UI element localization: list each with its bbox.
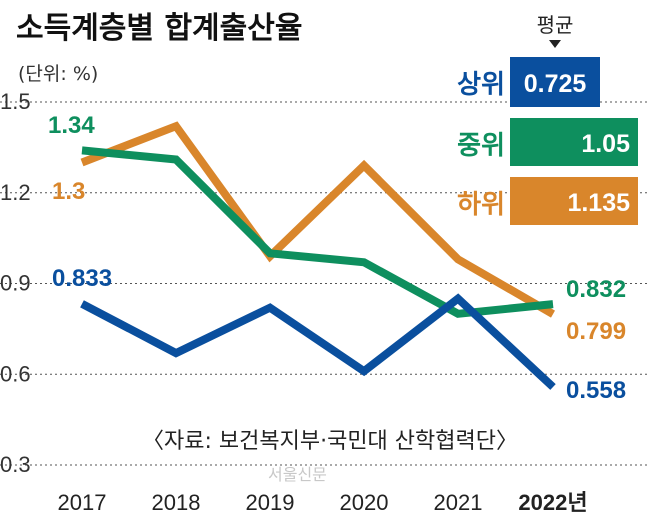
legend-average-box [510, 118, 638, 166]
series-line-상위 [80, 293, 556, 390]
legend-series-name: 상위 [457, 70, 505, 100]
y-tick-label: 0.3 [0, 452, 31, 477]
end-value-label: 0.832 [566, 276, 626, 303]
start-value-label: 0.833 [52, 265, 112, 292]
start-value-label: 1.34 [48, 112, 95, 139]
legend-average-value: 1.05 [581, 130, 630, 158]
legend-average-box [510, 177, 638, 225]
legend-average-value: 1.135 [567, 189, 630, 217]
y-tick-label: 1.2 [0, 180, 31, 205]
watermark: 서울신문 [268, 465, 327, 484]
x-tick-label: 2019 [246, 490, 295, 515]
series-line-중위 [81, 146, 554, 318]
y-axis-ticks: 1.5 1.2 0.9 0.6 0.3 [0, 89, 31, 477]
x-tick-label: 2022년 [518, 490, 587, 515]
legend-header: 평균 [537, 13, 574, 37]
x-tick-label: 2020 [340, 490, 389, 515]
legend-series-name: 중위 [457, 131, 505, 161]
x-axis-ticks: 2017 2018 2019 2020 2021 2022년 [58, 490, 588, 515]
end-value-label: 0.799 [566, 318, 626, 345]
legend-series-name: 하위 [457, 190, 505, 220]
y-tick-label: 1.5 [0, 89, 31, 114]
chart-title: 소득계층별 합계출산율 [16, 11, 302, 46]
end-value-label: 0.558 [566, 377, 626, 404]
series-layer [80, 121, 556, 390]
legend-average-box [510, 57, 600, 107]
x-tick-label: 2017 [58, 490, 107, 515]
x-tick-label: 2018 [152, 490, 201, 515]
data-labels: 0.833 0.558 1.34 0.832 1.3 0.799 [48, 112, 626, 404]
triangle-down-icon [549, 40, 561, 48]
y-tick-label: 0.6 [0, 361, 31, 386]
x-tick-label: 2021 [434, 490, 483, 515]
unit-note: (단위: %) [18, 63, 98, 85]
start-value-label: 1.3 [52, 178, 85, 205]
source-note: 〈자료: 보건복지부·국민대 산학협력단〉 [142, 429, 518, 454]
series-line-하위 [80, 121, 555, 318]
y-tick-label: 0.9 [0, 271, 31, 296]
legend-average-value: 0.725 [524, 70, 587, 98]
